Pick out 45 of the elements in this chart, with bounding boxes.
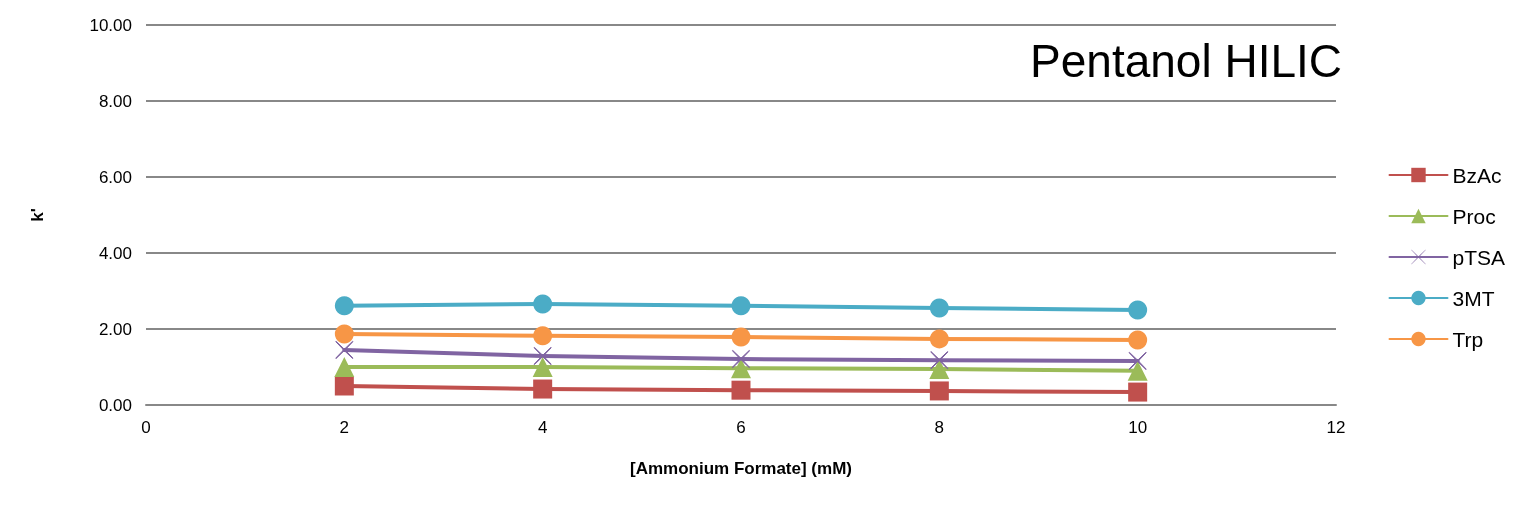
y-tick-label: 4.00 [98,243,132,263]
point [731,380,751,400]
y-tick-label: 0.00 [98,395,132,415]
x-tick-label: 8 [934,418,945,437]
point [929,298,949,318]
point [929,329,949,349]
x-tick-label: 0 [141,418,151,437]
x-axis-title: [Ammonium Formate] (mM) [630,459,852,478]
legend-label: 3MT [1452,286,1495,310]
point [731,327,751,347]
point [335,340,354,359]
point [533,379,553,399]
point [1127,360,1148,381]
point [731,296,751,316]
annotation: Pentanol HILIC [1030,35,1343,87]
legend-label: Proc [1452,204,1496,228]
point [1128,330,1148,350]
point [1128,382,1148,402]
x-tick-label: 6 [736,418,746,437]
x-tick-label: 4 [537,418,548,437]
point [930,351,949,370]
point [334,324,354,344]
y-tick-label: 2.00 [98,319,132,339]
point [929,381,949,401]
legend-label: BzAc [1452,163,1502,187]
point [334,357,355,377]
point [334,376,354,396]
legend-label: Trp [1452,327,1484,351]
legend-label: pTSA [1452,245,1506,269]
point [532,357,553,377]
point [1128,351,1147,370]
point [731,358,751,379]
point [533,294,553,314]
point [1128,300,1148,320]
y-axis-title: k' [28,208,47,222]
point [533,326,553,346]
x-tick-label: 2 [339,418,350,437]
y-tick-label: 10.00 [89,15,132,35]
y-tick-label: 6.00 [98,167,132,187]
point [334,296,354,316]
y-tick-label: 8.00 [98,91,132,111]
x-tick-label: 12 [1326,418,1346,437]
point [732,350,750,369]
point [533,346,552,365]
x-tick-label: 10 [1128,418,1148,437]
